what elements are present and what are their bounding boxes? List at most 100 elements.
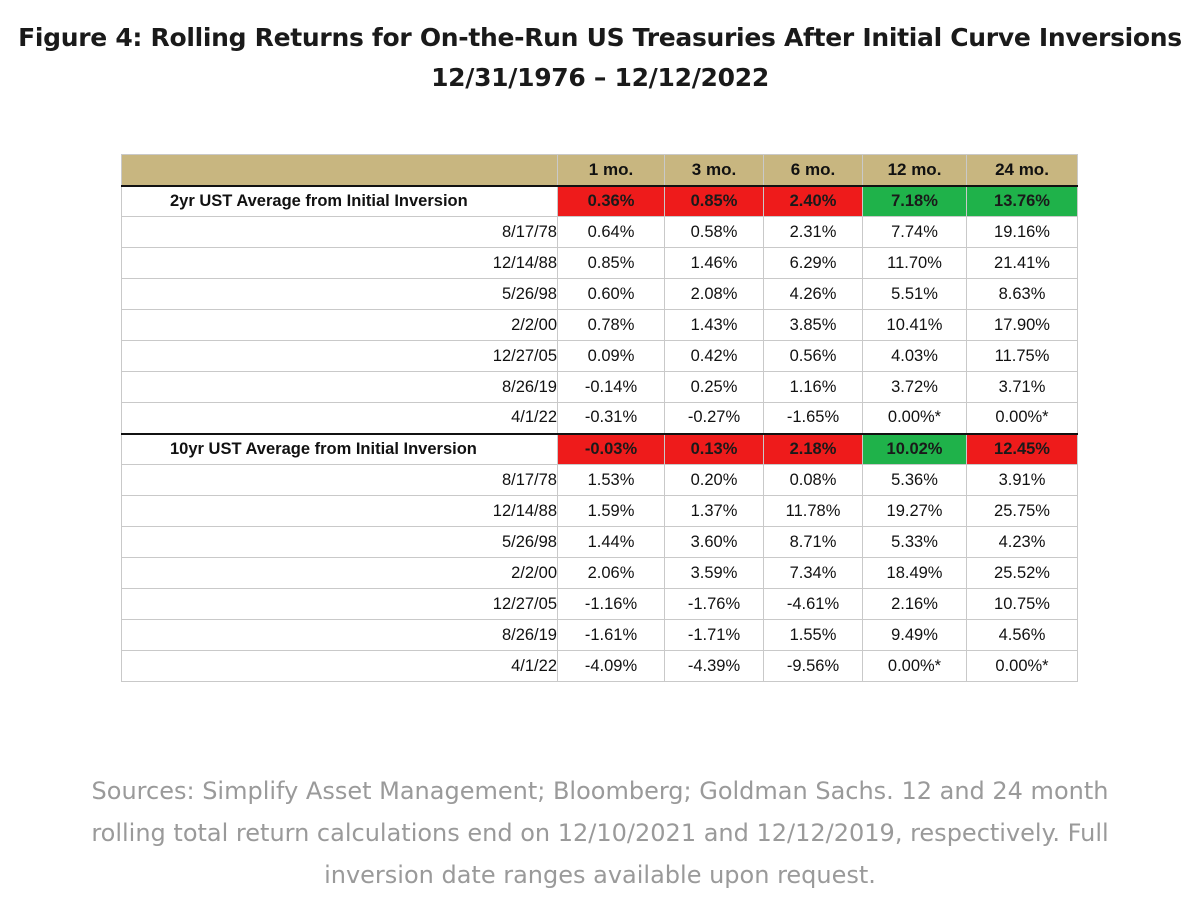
section-average-row: 2yr UST Average from Initial Inversion 0.… [121,184,1078,217]
table-row: 12/27/05 0.09% 0.42% 0.56% 4.03% 11.75% [121,340,1078,372]
inversion-date-cell: 4/1/22 [121,402,558,434]
return-cell: 9.49% [862,619,967,651]
section-label: 10yr UST Average from Initial Inversion [121,432,558,465]
inversion-date-cell: 5/26/98 [121,278,558,310]
return-cell: 2.06% [557,557,665,589]
average-cell: 10.02% [862,432,967,465]
table-row: 4/1/22 -0.31% -0.27% -1.65% 0.00%* 0.00%* [121,402,1078,434]
return-cell: 0.00%* [966,402,1078,434]
return-cell: 10.41% [862,309,967,341]
return-cell: 4.03% [862,340,967,372]
average-cell: 2.40% [763,184,863,217]
return-cell: 4.56% [966,619,1078,651]
return-cell: 0.00%* [966,650,1078,682]
sources-line1: Sources: Simplify Asset Management; Bloo… [91,777,1109,805]
return-cell: -1.65% [763,402,863,434]
return-cell: 1.44% [557,526,665,558]
return-cell: 18.49% [862,557,967,589]
inversion-date-cell: 2/2/00 [121,557,558,589]
table-header-row: 1 mo. 3 mo. 6 mo. 12 mo. 24 mo. [121,154,1078,186]
header-blank-cell [121,154,558,186]
return-cell: -1.61% [557,619,665,651]
figure-title: Figure 4: Rolling Returns for On-the-Run… [0,18,1200,98]
table-row: 8/26/19 -0.14% 0.25% 1.16% 3.72% 3.71% [121,371,1078,403]
return-cell: -1.71% [664,619,764,651]
inversion-date-cell: 12/27/05 [121,588,558,620]
return-cell: -1.16% [557,588,665,620]
sources-note: Sources: Simplify Asset Management; Bloo… [0,770,1200,896]
table-body: 2yr UST Average from Initial Inversion 0.… [121,184,1078,682]
inversion-date-cell: 12/27/05 [121,340,558,372]
inversion-date-cell: 8/26/19 [121,619,558,651]
inversion-date-cell: 8/26/19 [121,371,558,403]
return-cell: -4.09% [557,650,665,682]
return-cell: 0.60% [557,278,665,310]
return-cell: -4.61% [763,588,863,620]
return-cell: 0.64% [557,216,665,248]
table-row: 5/26/98 1.44% 3.60% 8.71% 5.33% 4.23% [121,526,1078,558]
inversion-date-cell: 12/14/88 [121,495,558,527]
table-row: 8/26/19 -1.61% -1.71% 1.55% 9.49% 4.56% [121,619,1078,651]
return-cell: 17.90% [966,309,1078,341]
return-cell: 0.85% [557,247,665,279]
return-cell: 3.85% [763,309,863,341]
average-cell: 13.76% [966,184,1078,217]
return-cell: 19.27% [862,495,967,527]
return-cell: 1.55% [763,619,863,651]
inversion-date-cell: 2/2/00 [121,309,558,341]
average-cell: -0.03% [557,432,665,465]
return-cell: 3.59% [664,557,764,589]
return-cell: 3.60% [664,526,764,558]
return-cell: 1.37% [664,495,764,527]
figure-title-line1: Figure 4: Rolling Returns for On-the-Run… [18,23,1182,52]
return-cell: 1.46% [664,247,764,279]
return-cell: 3.72% [862,371,967,403]
return-cell: 0.25% [664,371,764,403]
return-cell: 0.58% [664,216,764,248]
return-cell: 11.75% [966,340,1078,372]
inversion-date-cell: 8/17/78 [121,464,558,496]
return-cell: 3.71% [966,371,1078,403]
return-cell: 1.59% [557,495,665,527]
table-row: 12/14/88 0.85% 1.46% 6.29% 11.70% 21.41% [121,247,1078,279]
average-cell: 0.36% [557,184,665,217]
return-cell: -0.27% [664,402,764,434]
header-6mo: 6 mo. [763,154,863,186]
return-cell: 7.74% [862,216,967,248]
return-cell: 5.36% [862,464,967,496]
return-cell: -4.39% [664,650,764,682]
return-cell: 8.71% [763,526,863,558]
return-cell: 4.26% [763,278,863,310]
table-row: 12/14/88 1.59% 1.37% 11.78% 19.27% 25.75% [121,495,1078,527]
return-cell: 0.78% [557,309,665,341]
inversion-date-cell: 5/26/98 [121,526,558,558]
return-cell: 3.91% [966,464,1078,496]
table-row: 5/26/98 0.60% 2.08% 4.26% 5.51% 8.63% [121,278,1078,310]
return-cell: 0.00%* [862,402,967,434]
average-cell: 0.85% [664,184,764,217]
return-cell: 11.78% [763,495,863,527]
return-cell: 0.56% [763,340,863,372]
sources-line3: inversion date ranges available upon req… [324,861,876,889]
return-cell: 0.42% [664,340,764,372]
section-label: 2yr UST Average from Initial Inversion [121,184,558,217]
return-cell: 4.23% [966,526,1078,558]
inversion-date-cell: 4/1/22 [121,650,558,682]
return-cell: -1.76% [664,588,764,620]
return-cell: 2.16% [862,588,967,620]
return-cell: 2.08% [664,278,764,310]
return-cell: 7.34% [763,557,863,589]
inversion-date-cell: 12/14/88 [121,247,558,279]
rolling-returns-table: 1 mo. 3 mo. 6 mo. 12 mo. 24 mo. 2yr UST … [121,154,1078,682]
figure-title-line2: 12/31/1976 – 12/12/2022 [431,63,769,92]
return-cell: -0.14% [557,371,665,403]
average-cell: 0.13% [664,432,764,465]
sources-line2: rolling total return calculations end on… [91,819,1109,847]
return-cell: 1.43% [664,309,764,341]
return-cell: 5.33% [862,526,967,558]
return-cell: 1.16% [763,371,863,403]
return-cell: 6.29% [763,247,863,279]
inversion-date-cell: 8/17/78 [121,216,558,248]
table-row: 2/2/00 0.78% 1.43% 3.85% 10.41% 17.90% [121,309,1078,341]
table-row: 8/17/78 0.64% 0.58% 2.31% 7.74% 19.16% [121,216,1078,248]
